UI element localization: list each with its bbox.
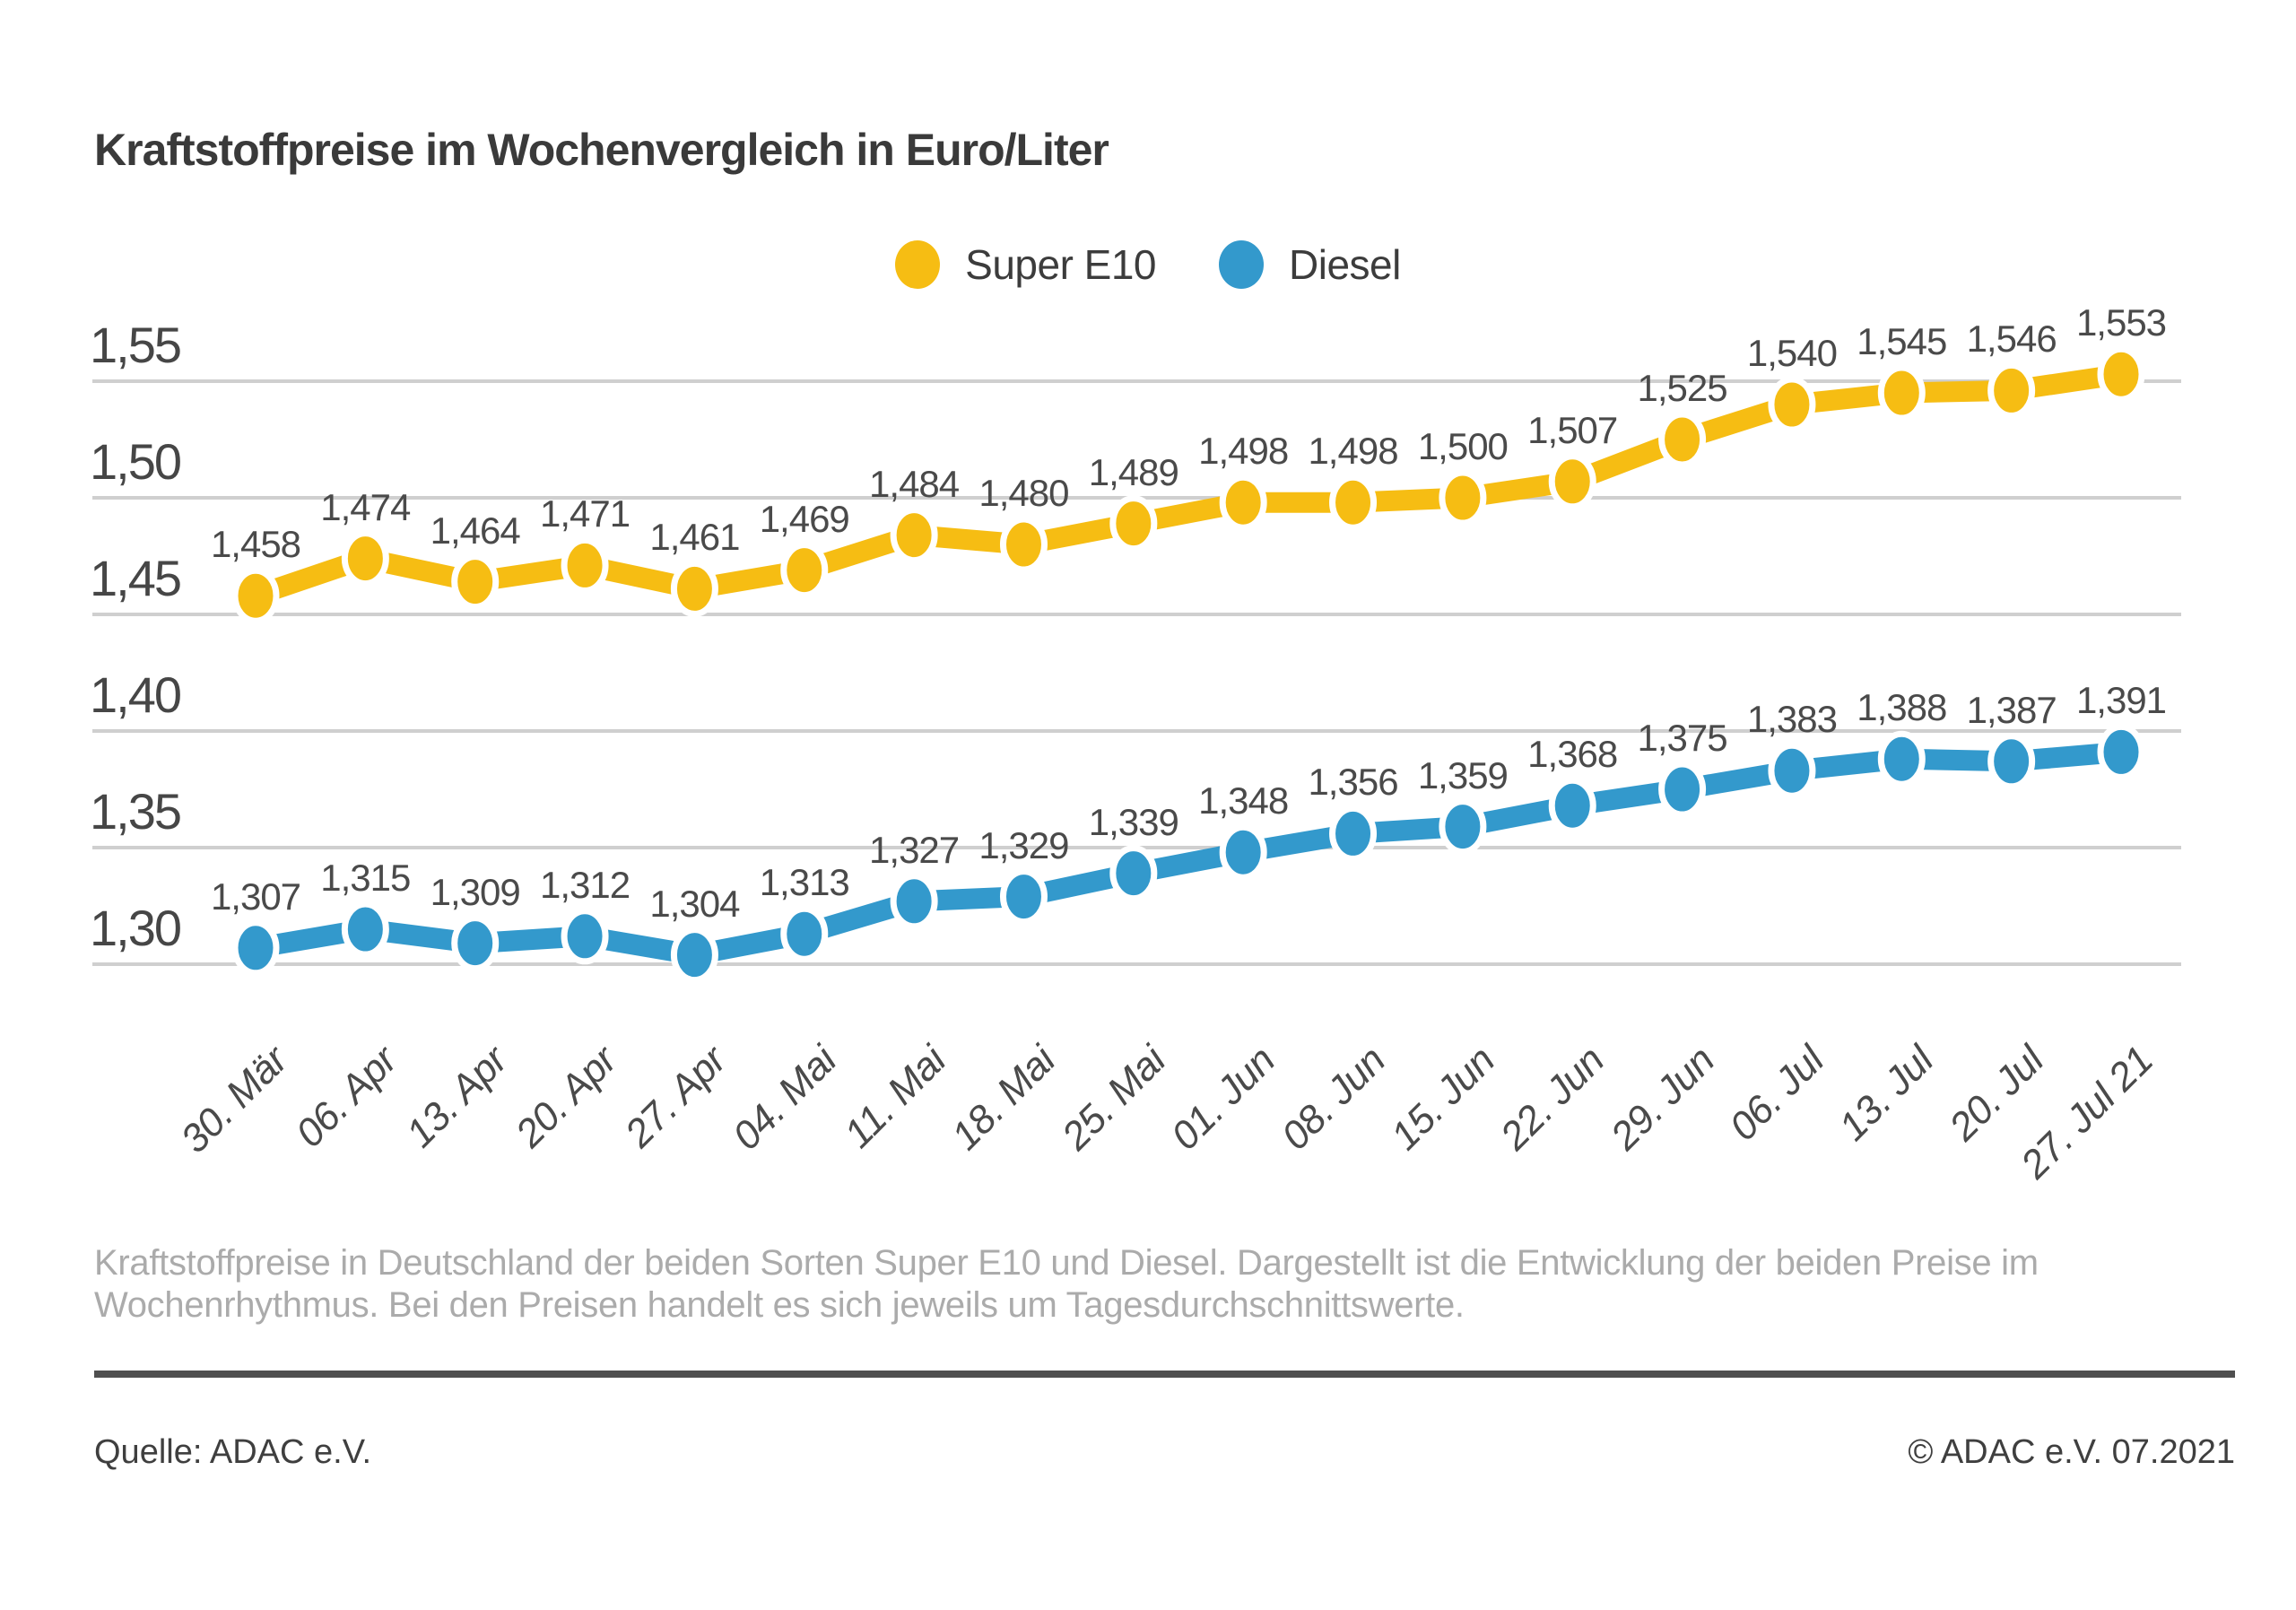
diesel-value-label: 1,339 bbox=[1088, 800, 1179, 843]
super-e10-value-label: 1,498 bbox=[1198, 430, 1289, 473]
diesel-value-label: 1,356 bbox=[1308, 761, 1398, 804]
diesel-value-label: 1,304 bbox=[649, 882, 740, 925]
y-axis-tick-label: 1,50 bbox=[90, 433, 182, 490]
super-e10-value-label: 1,461 bbox=[649, 516, 740, 559]
diesel-data-point-marker bbox=[999, 868, 1048, 926]
super-e10-data-point-marker bbox=[561, 536, 609, 594]
y-axis-tick-label: 1,30 bbox=[90, 900, 182, 956]
super-e10-value-label: 1,489 bbox=[1088, 450, 1179, 493]
diesel-data-point-marker bbox=[1329, 805, 1378, 862]
super-e10-value-label: 1,498 bbox=[1308, 430, 1398, 473]
diesel-value-label: 1,375 bbox=[1637, 717, 1728, 759]
legend-label-super-e10: Super E10 bbox=[965, 241, 1157, 288]
diesel-value-label: 1,348 bbox=[1198, 779, 1289, 822]
super-e10-data-point-marker bbox=[999, 516, 1048, 573]
super-e10-value-label: 1,471 bbox=[539, 492, 631, 535]
diesel-value-label: 1,391 bbox=[2075, 679, 2167, 722]
super-e10-value-label: 1,469 bbox=[759, 497, 850, 540]
legend-label-diesel: Diesel bbox=[1289, 241, 1401, 288]
diesel-data-point-marker bbox=[780, 905, 829, 962]
super-e10-data-point-marker bbox=[1439, 469, 1487, 527]
diesel-data-point-marker bbox=[561, 908, 609, 965]
diesel-value-label: 1,329 bbox=[978, 823, 1069, 866]
super-e10-value-label: 1,507 bbox=[1527, 408, 1618, 451]
caption: Kraftstoffpreise in Deutschland der beid… bbox=[94, 1242, 2039, 1327]
super-e10-value-label: 1,525 bbox=[1637, 367, 1728, 409]
super-e10-value-label: 1,540 bbox=[1746, 332, 1838, 374]
copyright-note: © ADAC e.V. 07.2021 bbox=[1908, 1433, 2235, 1471]
super-e10-data-point-marker bbox=[1219, 474, 1267, 531]
diesel-data-point-marker bbox=[1548, 777, 1596, 834]
super-e10-value-label: 1,553 bbox=[2075, 301, 2167, 344]
diesel-data-point-marker bbox=[1439, 798, 1487, 856]
super-e10-value-label: 1,458 bbox=[210, 523, 301, 566]
super-e10-data-point-marker bbox=[2097, 345, 2145, 403]
super-e10-data-point-marker bbox=[1329, 474, 1378, 531]
super-e10-value-label: 1,480 bbox=[978, 472, 1069, 514]
diesel-value-label: 1,315 bbox=[320, 857, 411, 899]
y-axis-tick-label: 1,55 bbox=[90, 317, 182, 373]
super-e10-data-point-marker bbox=[1768, 376, 1816, 433]
legend-dot-super-e10-icon bbox=[895, 240, 941, 289]
caption-line-2: Wochenrhythmus. Bei den Preisen handelt … bbox=[94, 1285, 1465, 1325]
diesel-value-label: 1,312 bbox=[539, 863, 631, 906]
diesel-data-point-marker bbox=[1987, 733, 2036, 790]
legend-item-super-e10: Super E10 bbox=[895, 240, 1157, 289]
super-e10-data-point-marker bbox=[1658, 411, 1707, 468]
super-e10-data-point-marker bbox=[1109, 495, 1158, 553]
super-e10-data-point-marker bbox=[780, 542, 829, 599]
super-e10-data-point-marker bbox=[890, 507, 938, 564]
diesel-value-label: 1,383 bbox=[1746, 698, 1838, 741]
super-e10-value-label: 1,546 bbox=[1966, 318, 2057, 361]
super-e10-data-point-marker bbox=[1548, 453, 1596, 510]
diesel-data-point-marker bbox=[670, 927, 718, 984]
diesel-value-label: 1,359 bbox=[1417, 753, 1509, 796]
divider-rule bbox=[94, 1371, 2235, 1378]
super-e10-data-point-marker bbox=[1877, 364, 1926, 422]
diesel-value-label: 1,309 bbox=[430, 870, 521, 913]
diesel-data-point-marker bbox=[1877, 730, 1926, 788]
diesel-value-label: 1,388 bbox=[1857, 686, 1947, 729]
super-e10-value-label: 1,484 bbox=[869, 462, 960, 505]
diesel-data-point-marker bbox=[1219, 823, 1267, 881]
diesel-data-point-marker bbox=[341, 901, 389, 958]
super-e10-data-point-marker bbox=[341, 530, 389, 587]
y-axis-tick-label: 1,45 bbox=[90, 550, 182, 606]
legend-dot-diesel-icon bbox=[1219, 240, 1265, 289]
super-e10-value-label: 1,464 bbox=[430, 509, 521, 552]
super-e10-data-point-marker bbox=[451, 553, 500, 611]
super-e10-value-label: 1,500 bbox=[1417, 425, 1509, 467]
diesel-value-label: 1,313 bbox=[759, 861, 850, 904]
chart-title: Kraftstoffpreise im Wochenvergleich in E… bbox=[94, 125, 1109, 175]
y-axis-tick-label: 1,40 bbox=[90, 666, 182, 723]
super-e10-data-point-marker bbox=[670, 560, 718, 617]
diesel-data-point-marker bbox=[2097, 723, 2145, 780]
diesel-data-point-marker bbox=[1768, 742, 1816, 799]
diesel-data-point-marker bbox=[451, 915, 500, 972]
diesel-value-label: 1,327 bbox=[869, 828, 960, 871]
super-e10-value-label: 1,545 bbox=[1857, 320, 1947, 362]
caption-line-1: Kraftstoffpreise in Deutschland der beid… bbox=[94, 1243, 2039, 1283]
diesel-data-point-marker bbox=[231, 919, 280, 977]
diesel-data-point-marker bbox=[1658, 761, 1707, 818]
diesel-value-label: 1,307 bbox=[210, 875, 301, 918]
super-e10-value-label: 1,474 bbox=[320, 485, 411, 528]
y-axis-tick-label: 1,35 bbox=[90, 783, 182, 840]
legend-item-diesel: Diesel bbox=[1219, 240, 1401, 289]
super-e10-data-point-marker bbox=[1987, 361, 2036, 419]
diesel-data-point-marker bbox=[1109, 845, 1158, 902]
source-note: Quelle: ADAC e.V. bbox=[94, 1433, 372, 1471]
super-e10-data-point-marker bbox=[231, 567, 280, 624]
diesel-value-label: 1,368 bbox=[1527, 733, 1618, 776]
diesel-data-point-marker bbox=[890, 873, 938, 930]
diesel-value-label: 1,387 bbox=[1966, 688, 2057, 731]
legend: Super E10 Diesel bbox=[0, 240, 2296, 289]
